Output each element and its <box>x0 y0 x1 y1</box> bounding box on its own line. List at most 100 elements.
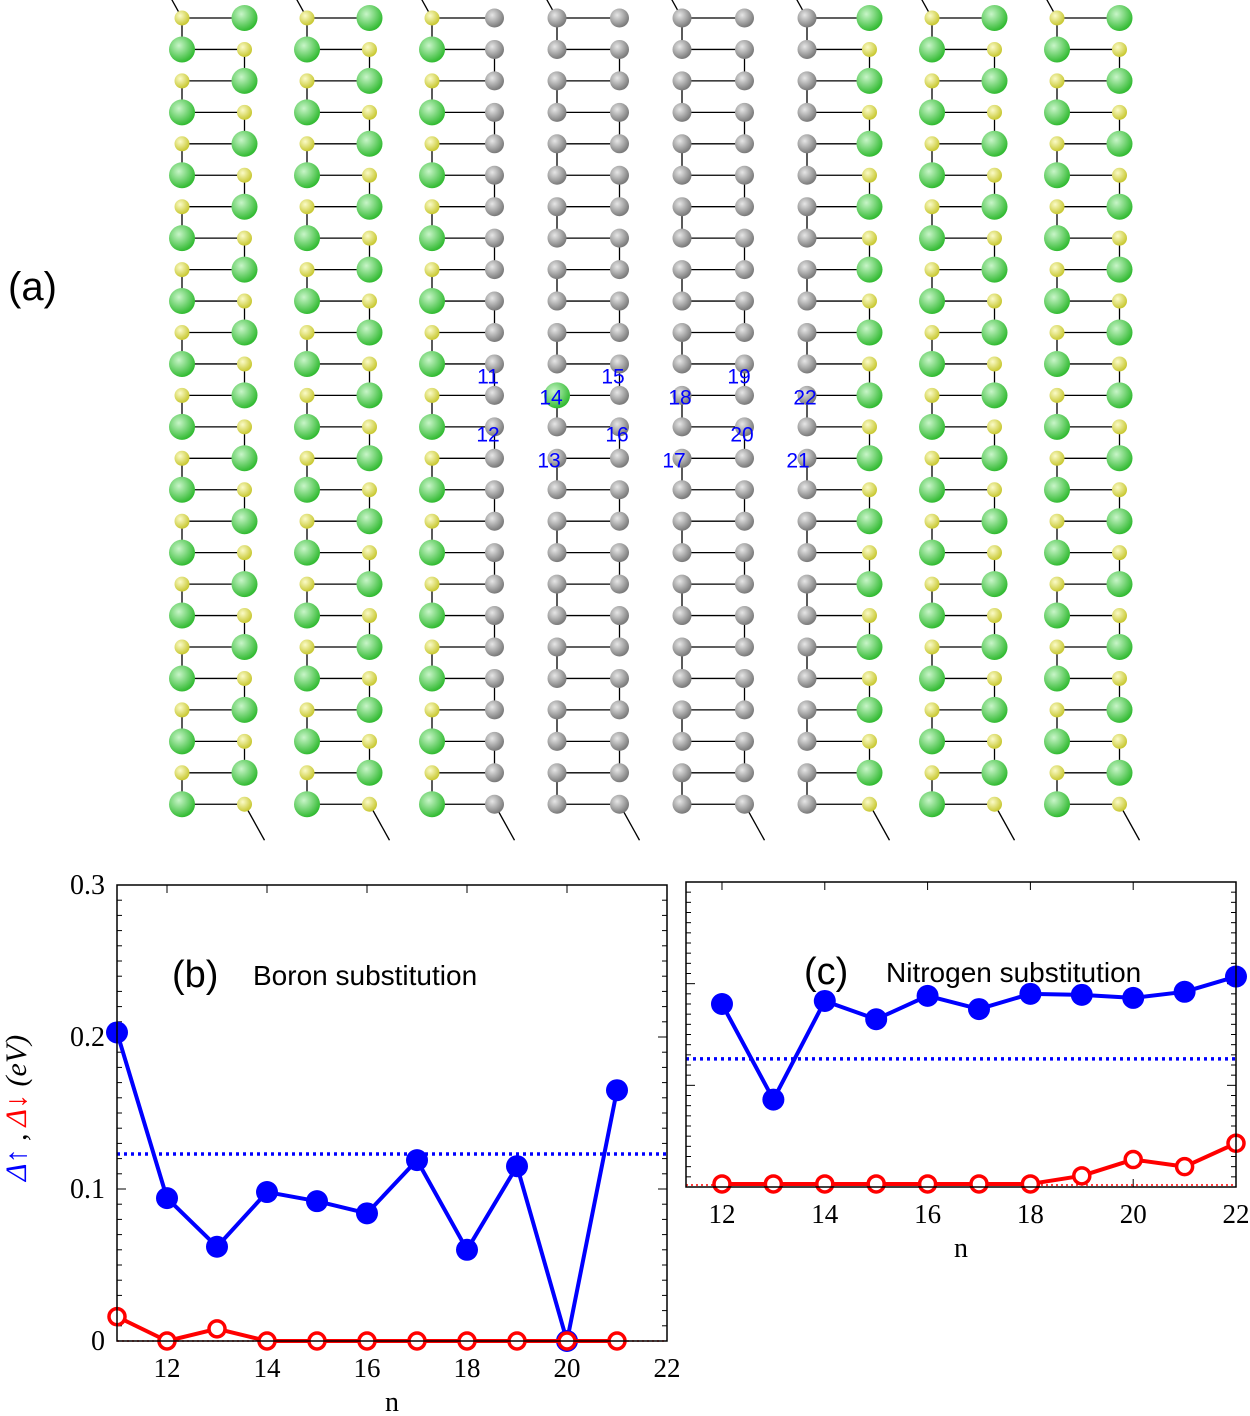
green-atom <box>419 476 445 503</box>
yellow-atom <box>362 356 377 372</box>
data-point-red <box>815 1174 835 1194</box>
green-atom <box>856 759 883 786</box>
yellow-atom <box>424 765 440 781</box>
x-tick-label: 14 <box>254 1353 282 1383</box>
data-point-blue <box>206 1235 228 1258</box>
gray-atom <box>610 385 629 405</box>
yellow-atom <box>862 104 877 120</box>
gray-atom <box>735 731 754 751</box>
data-point-red <box>712 1174 732 1194</box>
data-point-red <box>1174 1156 1195 1177</box>
green-atom <box>169 288 195 315</box>
gray-atom <box>797 323 817 342</box>
green-atom <box>919 288 945 315</box>
gray-atom <box>610 260 629 280</box>
green-atom <box>919 162 945 189</box>
yellow-atom <box>237 230 252 246</box>
gray-atom <box>797 354 817 374</box>
gray-atom <box>485 480 504 500</box>
yellow-atom <box>299 450 315 466</box>
gray-atom <box>547 260 567 280</box>
green-atom <box>1106 67 1133 94</box>
gray-atom <box>797 700 817 720</box>
yellow-atom <box>424 199 440 215</box>
yellow-atom <box>1049 387 1065 403</box>
yellow-atom <box>924 73 940 89</box>
gray-atom <box>485 700 504 720</box>
green-atom <box>169 602 195 629</box>
yellow-atom <box>237 356 252 372</box>
yellow-atom <box>237 419 252 435</box>
yellow-atom <box>987 545 1002 561</box>
green-atom <box>856 5 883 31</box>
yellow-atom <box>987 230 1002 246</box>
lattice-diagram: 11 12 13 14 15 16 17 18 19 20 21 22 <box>169 0 1141 841</box>
gray-atom <box>797 606 817 626</box>
gray-atom <box>547 511 567 531</box>
yellow-atom <box>299 702 315 718</box>
green-atom <box>419 791 445 818</box>
x-tick-label: 16 <box>354 1353 381 1383</box>
green-atom <box>169 728 195 755</box>
gray-atom <box>672 417 692 437</box>
green-atom <box>294 225 320 252</box>
data-point-blue <box>1122 986 1145 1009</box>
green-atom <box>981 256 1008 283</box>
data-point-blue <box>813 989 836 1012</box>
gray-atom <box>797 197 817 217</box>
green-atom <box>169 791 195 818</box>
green-atom <box>1106 256 1133 283</box>
plot-frame <box>685 881 1237 1188</box>
green-atom <box>1106 130 1133 157</box>
green-atom <box>169 476 195 503</box>
yellow-atom <box>1112 230 1127 246</box>
yellow-atom <box>862 167 877 183</box>
yellow-atom <box>987 167 1002 183</box>
gray-atom <box>672 260 692 280</box>
yellow-atom <box>237 482 252 498</box>
gray-atom <box>672 165 692 185</box>
green-atom <box>419 162 445 189</box>
green-atom <box>356 759 383 786</box>
gray-atom <box>797 763 817 783</box>
gray-atom <box>735 417 754 437</box>
green-atom <box>856 508 883 535</box>
yellow-atom <box>424 387 440 403</box>
green-atom <box>919 665 945 692</box>
site-label: 12 <box>476 424 499 447</box>
yellow-atom <box>424 262 440 278</box>
yellow-atom <box>1112 482 1127 498</box>
data-point-red <box>1020 1174 1041 1194</box>
yellow-atom <box>862 230 877 246</box>
gray-atom <box>672 134 692 154</box>
green-atom <box>356 382 383 409</box>
site-label: 15 <box>601 366 624 389</box>
yellow-atom <box>299 262 315 278</box>
gray-atom <box>797 134 817 154</box>
green-atom <box>419 728 445 755</box>
yellow-atom <box>987 419 1002 435</box>
yellow-atom <box>362 293 377 309</box>
green-atom <box>169 225 195 252</box>
gray-atom <box>547 197 567 217</box>
green-atom <box>169 539 195 566</box>
yellow-atom <box>862 608 877 624</box>
yellow-atom <box>1049 73 1065 89</box>
yellow-atom <box>1049 639 1065 655</box>
green-atom <box>981 193 1008 220</box>
gray-atom <box>735 700 754 720</box>
green-atom <box>856 319 883 346</box>
gray-atom <box>610 480 629 500</box>
yellow-atom <box>924 387 940 403</box>
green-atom <box>419 225 445 252</box>
yellow-atom <box>174 199 190 215</box>
gray-atom <box>797 39 817 59</box>
gray-atom <box>485 637 504 657</box>
green-atom <box>419 413 445 440</box>
green-atom <box>919 476 945 503</box>
green-atom <box>981 696 1008 723</box>
gray-atom <box>797 385 817 405</box>
gray-atom <box>547 323 567 342</box>
green-atom <box>356 634 383 660</box>
data-point-blue <box>356 1202 378 1225</box>
